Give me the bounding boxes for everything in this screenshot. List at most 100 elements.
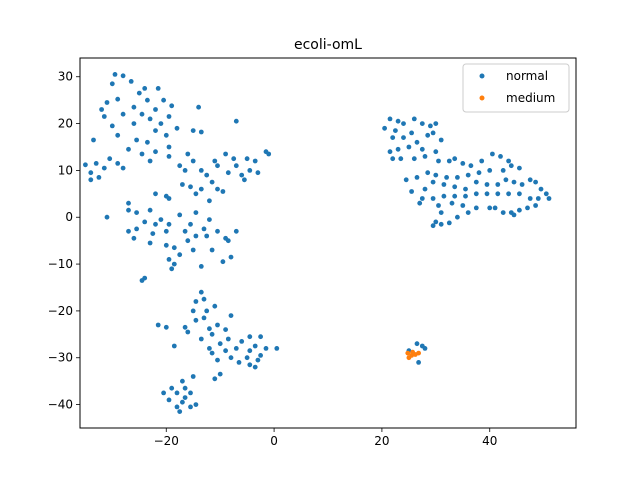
data-point-normal xyxy=(147,158,153,164)
data-point-normal xyxy=(546,196,552,201)
data-point-normal xyxy=(527,177,533,183)
data-point-normal xyxy=(422,346,428,351)
data-point-normal xyxy=(177,212,183,218)
data-point-normal xyxy=(120,73,126,79)
data-point-normal xyxy=(171,245,177,251)
data-point-normal xyxy=(517,191,522,197)
data-point-normal xyxy=(511,212,517,218)
data-point-normal xyxy=(104,100,110,105)
legend: normal medium xyxy=(462,63,570,113)
data-point-normal xyxy=(252,158,258,164)
data-point-normal xyxy=(115,132,121,138)
data-point-normal xyxy=(201,315,207,321)
data-point-normal xyxy=(131,104,137,110)
data-point-normal xyxy=(258,353,263,358)
data-point-normal xyxy=(487,168,493,173)
data-point-normal xyxy=(193,191,199,197)
data-point-normal xyxy=(158,121,164,126)
data-point-normal xyxy=(414,175,420,180)
data-point-normal xyxy=(403,177,409,183)
data-point-normal xyxy=(438,221,444,227)
data-point-normal xyxy=(169,385,175,391)
data-point-normal xyxy=(155,322,161,328)
data-point-normal xyxy=(101,165,107,171)
data-point-normal xyxy=(126,207,131,213)
data-point-normal xyxy=(163,193,169,199)
data-point-normal xyxy=(247,362,253,368)
data-point-normal xyxy=(495,182,501,187)
data-point-normal xyxy=(417,200,423,206)
data-point-normal xyxy=(433,121,439,126)
data-point-normal xyxy=(228,355,234,361)
data-point-normal xyxy=(139,111,145,117)
data-point-normal xyxy=(390,135,396,141)
data-point-normal xyxy=(419,146,425,152)
data-point-normal xyxy=(247,168,253,173)
data-point-normal xyxy=(395,146,401,152)
data-point-normal xyxy=(158,217,164,223)
data-point-normal xyxy=(463,186,468,192)
data-point-normal xyxy=(263,346,269,351)
data-point-normal xyxy=(131,235,137,241)
data-point-normal xyxy=(196,104,202,110)
data-point-normal xyxy=(198,336,204,342)
data-point-normal xyxy=(274,346,280,351)
data-point-normal xyxy=(449,200,455,206)
data-point-normal xyxy=(517,207,522,213)
data-point-normal xyxy=(465,210,471,216)
data-point-normal xyxy=(500,210,506,216)
y-tick-label: 30 xyxy=(58,70,73,84)
data-point-normal xyxy=(169,266,175,272)
data-point-normal xyxy=(166,144,172,150)
chart-title: ecoli-omL xyxy=(294,37,362,53)
data-point-normal xyxy=(239,339,245,344)
data-point-normal xyxy=(147,240,153,246)
x-tick-label: 40 xyxy=(482,434,497,448)
data-point-normal xyxy=(430,196,436,201)
data-point-normal xyxy=(88,170,94,176)
data-point-normal xyxy=(422,186,428,192)
data-point-normal xyxy=(244,156,250,162)
data-point-normal xyxy=(163,242,169,248)
data-point-normal xyxy=(201,226,207,232)
data-point-normal xyxy=(190,158,196,164)
data-point-normal xyxy=(228,254,234,260)
data-point-normal xyxy=(190,247,196,253)
data-point-normal xyxy=(182,385,188,391)
data-point-normal xyxy=(490,151,495,157)
data-point-normal xyxy=(225,336,231,342)
data-point-normal xyxy=(452,193,458,199)
data-point-normal xyxy=(180,378,185,384)
data-point-normal xyxy=(215,186,220,192)
data-point-normal xyxy=(193,402,199,407)
data-point-normal xyxy=(441,182,447,187)
data-point-normal xyxy=(242,177,247,183)
data-point-normal xyxy=(120,165,126,171)
data-point-normal xyxy=(215,228,220,234)
data-point-normal xyxy=(441,193,447,199)
data-point-normal xyxy=(169,103,175,109)
data-point-normal xyxy=(150,231,156,237)
data-point-normal xyxy=(387,149,393,155)
data-point-normal xyxy=(463,193,468,199)
data-point-normal xyxy=(233,163,239,169)
data-point-normal xyxy=(411,156,417,162)
data-point-normal xyxy=(145,139,150,145)
data-point-normal xyxy=(473,191,479,197)
data-point-normal xyxy=(460,161,466,166)
data-point-normal xyxy=(190,308,196,314)
data-point-normal xyxy=(387,116,393,122)
data-point-normal xyxy=(425,132,431,138)
data-point-normal xyxy=(438,210,444,216)
data-point-normal xyxy=(436,158,441,164)
data-point-normal xyxy=(411,116,417,122)
data-point-normal xyxy=(484,191,490,197)
data-point-normal xyxy=(409,130,414,136)
data-point-normal xyxy=(193,299,199,304)
data-point-normal xyxy=(147,207,153,213)
data-point-normal xyxy=(177,409,183,414)
data-point-normal xyxy=(425,170,431,176)
data-point-normal xyxy=(233,228,239,234)
data-point-normal xyxy=(382,125,387,131)
